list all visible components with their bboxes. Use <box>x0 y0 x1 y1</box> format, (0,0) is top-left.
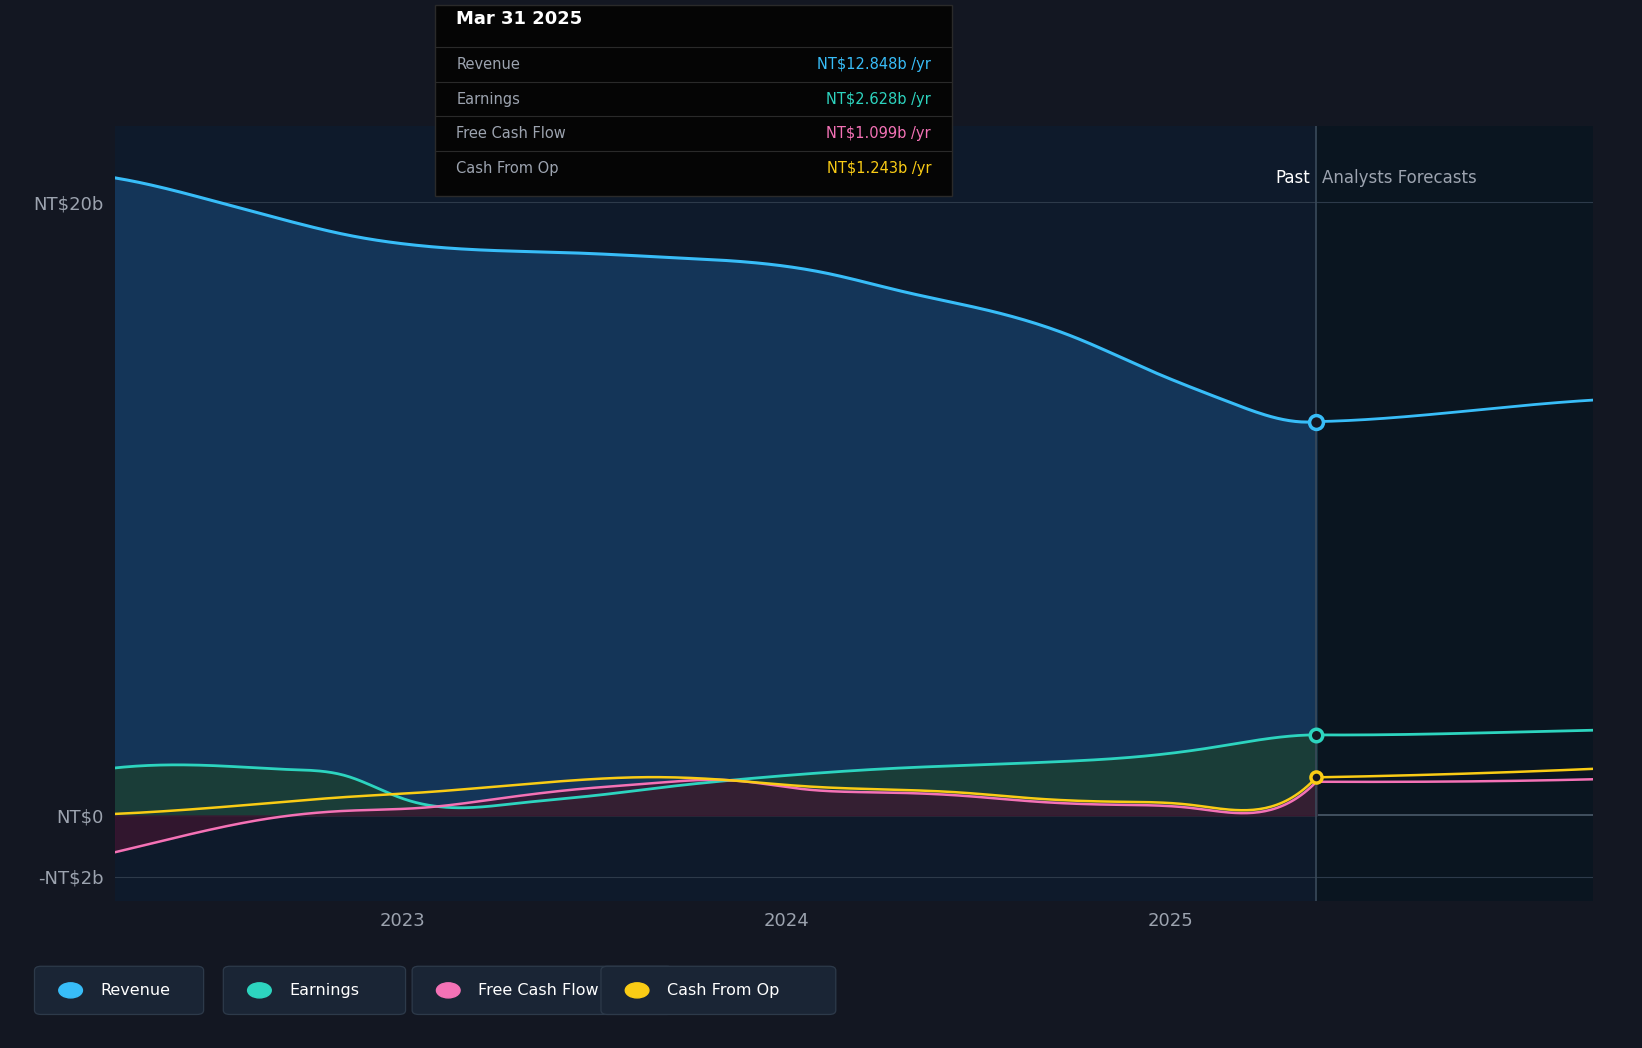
Text: Cash From Op: Cash From Op <box>456 160 558 176</box>
Text: Free Cash Flow: Free Cash Flow <box>456 126 566 141</box>
Text: NT$1.099b /yr: NT$1.099b /yr <box>826 126 931 141</box>
Text: Analysts Forecasts: Analysts Forecasts <box>1322 169 1476 187</box>
Text: Cash From Op: Cash From Op <box>667 983 778 998</box>
Text: Mar 31 2025: Mar 31 2025 <box>456 10 583 28</box>
Text: Past: Past <box>1276 169 1310 187</box>
Text: NT$12.848b /yr: NT$12.848b /yr <box>818 57 931 72</box>
Text: Earnings: Earnings <box>289 983 360 998</box>
Text: Revenue: Revenue <box>100 983 171 998</box>
Text: NT$2.628b /yr: NT$2.628b /yr <box>826 91 931 107</box>
Bar <box>115 126 1317 901</box>
Bar <box>1317 126 1593 901</box>
Text: NT$1.243b /yr: NT$1.243b /yr <box>826 160 931 176</box>
Text: Earnings: Earnings <box>456 91 521 107</box>
Text: Free Cash Flow: Free Cash Flow <box>478 983 598 998</box>
Text: Revenue: Revenue <box>456 57 521 72</box>
